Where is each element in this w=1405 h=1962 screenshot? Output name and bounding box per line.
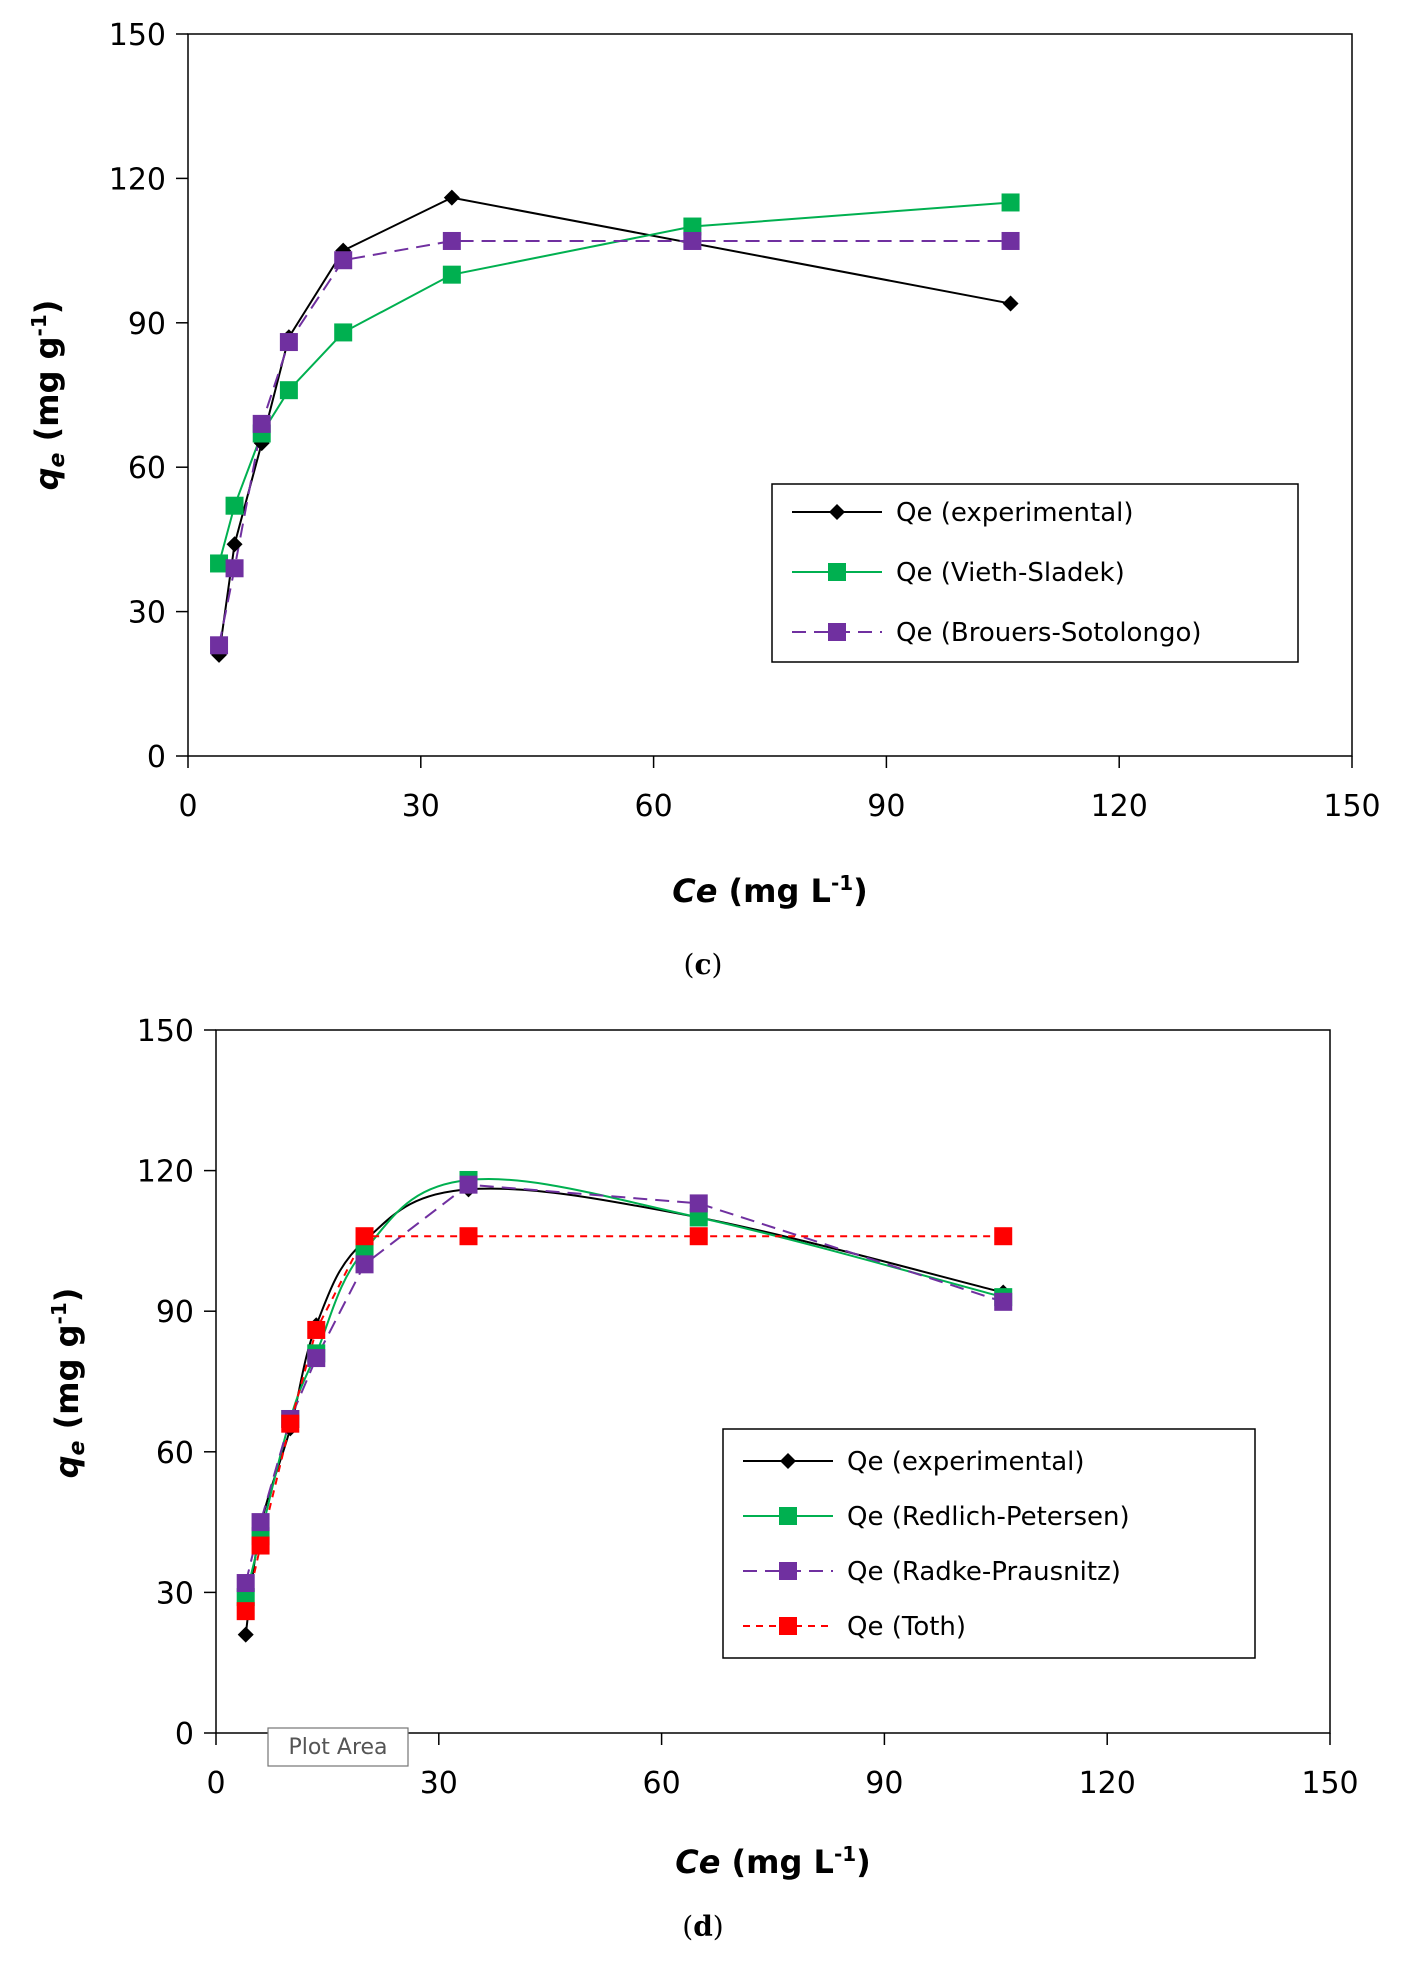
- plot-area-d[interactable]: [215, 1029, 1331, 1734]
- data-point-qe-toth[interactable]: [281, 1414, 300, 1433]
- y-tick-label: 30: [128, 596, 166, 631]
- y-tick-label: 90: [128, 307, 166, 342]
- data-point-qe-toth[interactable]: [994, 1227, 1013, 1246]
- legend-marker-qe-vieth-sladek[interactable]: [828, 563, 846, 581]
- data-point-qe-vieth-sladek[interactable]: [334, 323, 353, 342]
- x-tick-label: 60: [643, 1766, 681, 1801]
- x-tick-label: 90: [867, 789, 905, 824]
- y-tick-label: 60: [156, 1436, 194, 1471]
- data-point-qe-toth[interactable]: [355, 1227, 374, 1246]
- legend-marker-qe-experimental[interactable]: [829, 504, 845, 520]
- x-tick-label: 150: [1323, 789, 1380, 824]
- data-point-qe-brouers-sotolongo[interactable]: [225, 559, 244, 578]
- data-point-qe-experimental[interactable]: [1002, 295, 1019, 312]
- data-point-qe-redlich-petersen[interactable]: [236, 1588, 255, 1607]
- data-point-qe-vieth-sladek[interactable]: [225, 496, 244, 515]
- data-point-qe-radke-prausnitz[interactable]: [994, 1292, 1013, 1311]
- data-point-qe-vieth-sladek[interactable]: [442, 265, 461, 284]
- data-point-qe-radke-prausnitz[interactable]: [355, 1255, 374, 1274]
- data-point-qe-radke-prausnitz[interactable]: [251, 1513, 270, 1532]
- y-tick-label: 0: [147, 740, 166, 775]
- data-point-qe-brouers-sotolongo[interactable]: [1001, 231, 1020, 250]
- y-tick-label: 150: [109, 18, 166, 53]
- series-line-qe-toth[interactable]: [244, 1235, 1004, 1612]
- y-tick-label: 120: [109, 162, 166, 197]
- x-axis-title-c: Ce (mg L-1): [672, 871, 868, 910]
- plot-area-c[interactable]: [187, 33, 1353, 757]
- data-point-qe-toth[interactable]: [689, 1227, 708, 1246]
- y-tick-label: 60: [128, 451, 166, 486]
- tooltip-label: Plot Area: [288, 1735, 387, 1760]
- data-point-qe-brouers-sotolongo[interactable]: [334, 251, 353, 270]
- data-point-qe-toth[interactable]: [251, 1536, 270, 1555]
- data-point-qe-toth[interactable]: [236, 1602, 255, 1621]
- legend-marker-qe-radke-prausnitz[interactable]: [779, 1562, 797, 1580]
- caption-c: (c): [684, 948, 723, 981]
- data-point-qe-radke-prausnitz[interactable]: [307, 1349, 326, 1368]
- legend-box-d: [722, 1428, 1256, 1659]
- y-tick-label: 120: [137, 1155, 194, 1190]
- x-tick-label: 120: [1091, 789, 1148, 824]
- legend-marker-qe-brouers-sotolongo[interactable]: [828, 623, 846, 641]
- x-tick-label: 0: [206, 1766, 225, 1801]
- legend-label-qe-experimental: Qe (experimental): [896, 498, 1134, 528]
- series-line-qe-redlich-petersen[interactable]: [244, 1178, 1004, 1598]
- data-point-qe-redlich-petersen[interactable]: [355, 1241, 374, 1260]
- data-point-qe-brouers-sotolongo[interactable]: [210, 636, 229, 655]
- data-point-qe-radke-prausnitz[interactable]: [236, 1574, 255, 1593]
- data-point-qe-vieth-sladek[interactable]: [683, 217, 702, 236]
- series-line-qe-vieth-sladek[interactable]: [218, 201, 1011, 564]
- x-tick-label: 0: [178, 789, 197, 824]
- data-point-qe-experimental[interactable]: [443, 189, 460, 206]
- x-tick-label: 30: [420, 1766, 458, 1801]
- x-tick-label: 120: [1079, 1766, 1136, 1801]
- plot-area-tooltip: Plot Area: [267, 1727, 409, 1767]
- caption-d: (d): [682, 1910, 723, 1943]
- y-tick-label: 0: [175, 1717, 194, 1752]
- legend-label-qe-radke-prausnitz: Qe (Radke-Prausnitz): [847, 1557, 1121, 1587]
- series-line-qe-radke-prausnitz[interactable]: [244, 1183, 1004, 1584]
- data-point-qe-vieth-sladek[interactable]: [1001, 193, 1020, 212]
- legend-marker-qe-experimental[interactable]: [780, 1453, 796, 1469]
- legend-d[interactable]: Qe (experimental) Qe (Redlich-Petersen) Qe…: [722, 1428, 1256, 1659]
- legend-label-qe-toth: Qe (Toth): [847, 1612, 966, 1642]
- data-point-qe-brouers-sotolongo[interactable]: [252, 414, 271, 433]
- legend-label-qe-redlich-petersen: Qe (Redlich-Petersen): [847, 1502, 1130, 1532]
- data-point-qe-toth[interactable]: [307, 1320, 326, 1339]
- x-tick-label: 60: [635, 789, 673, 824]
- y-tick-label: 90: [156, 1295, 194, 1330]
- data-point-qe-vieth-sladek[interactable]: [210, 554, 229, 573]
- data-point-qe-experimental[interactable]: [226, 536, 243, 553]
- x-axis-title-d: Ce (mg L-1): [675, 1842, 871, 1881]
- x-tick-label: 90: [865, 1766, 903, 1801]
- y-axis-title-c: qe (mg g-1): [27, 300, 70, 491]
- data-point-qe-brouers-sotolongo[interactable]: [683, 231, 702, 250]
- legend-label-qe-experimental: Qe (experimental): [847, 1447, 1085, 1477]
- series-line-qe-brouers-sotolongo[interactable]: [218, 239, 1011, 646]
- data-point-qe-brouers-sotolongo[interactable]: [279, 333, 298, 352]
- data-point-qe-vieth-sladek[interactable]: [279, 381, 298, 400]
- y-tick-label: 150: [137, 1014, 194, 1049]
- legend-label-qe-vieth-sladek: Qe (Vieth-Sladek): [896, 558, 1125, 588]
- legend-marker-qe-redlich-petersen[interactable]: [779, 1507, 797, 1525]
- x-tick-label: 150: [1301, 1766, 1358, 1801]
- legend-marker-qe-toth[interactable]: [779, 1617, 797, 1635]
- legend-c[interactable]: Qe (experimental) Qe (Vieth-Sladek) Qe (Br…: [771, 483, 1299, 663]
- data-point-qe-brouers-sotolongo[interactable]: [442, 231, 461, 250]
- tooltip-box: [267, 1727, 409, 1767]
- x-tick-label: 30: [402, 789, 440, 824]
- y-tick-label: 30: [156, 1576, 194, 1611]
- data-point-qe-radke-prausnitz[interactable]: [689, 1194, 708, 1213]
- legend-label-qe-brouers-sotolongo: Qe (Brouers-Sotolongo): [896, 618, 1202, 648]
- data-point-qe-toth[interactable]: [459, 1227, 478, 1246]
- y-axis-title-d: qe (mg g-1): [47, 1288, 90, 1479]
- data-point-qe-redlich-petersen[interactable]: [689, 1208, 708, 1227]
- data-point-qe-radke-prausnitz[interactable]: [459, 1175, 478, 1194]
- data-point-qe-experimental[interactable]: [237, 1626, 254, 1643]
